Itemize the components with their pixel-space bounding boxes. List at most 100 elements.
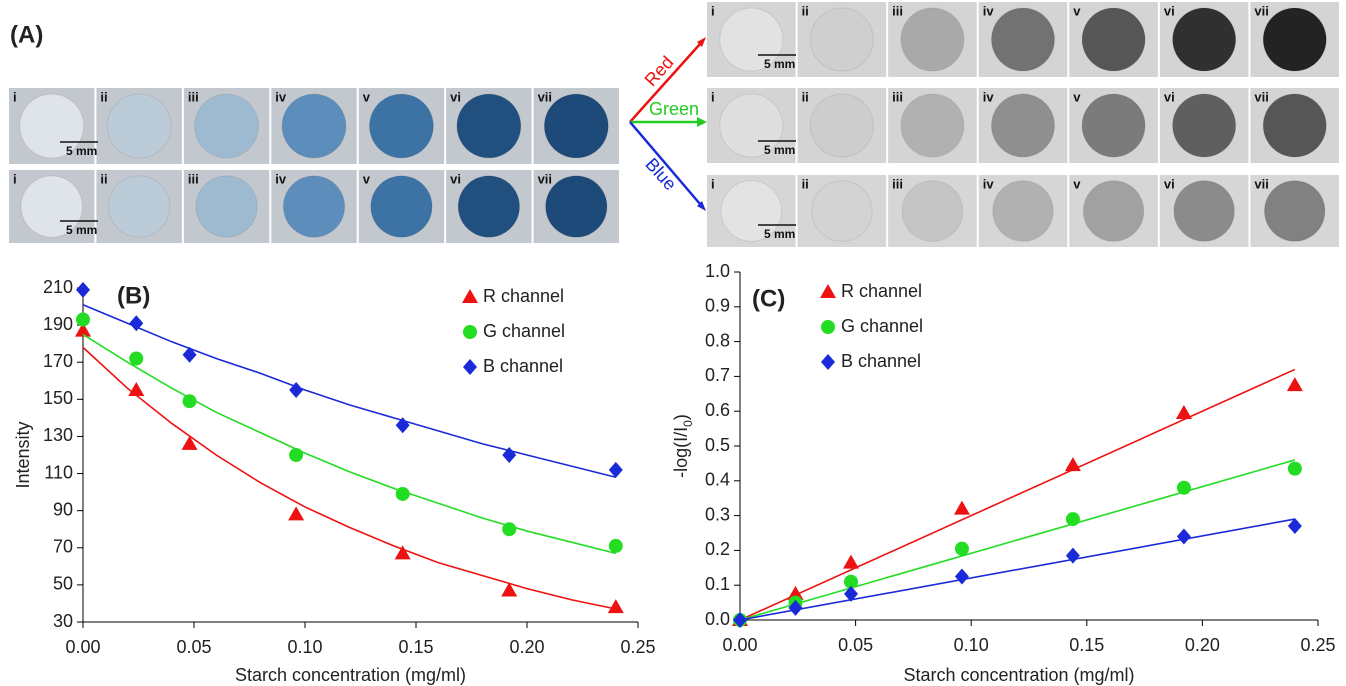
fit-line	[83, 347, 616, 609]
marker	[128, 382, 144, 396]
legend-marker	[463, 359, 477, 375]
x-tick-label: 0.00	[722, 635, 757, 655]
tile-label: vi	[450, 171, 461, 186]
y-tick-label: 70	[53, 537, 73, 557]
droplet	[810, 8, 873, 71]
marker	[1065, 457, 1081, 471]
x-tick-label: 0.05	[838, 635, 873, 655]
legend-label: B channel	[483, 356, 563, 376]
tile-label: ii	[100, 171, 107, 186]
marker	[129, 352, 143, 366]
tile-label: iv	[275, 89, 287, 104]
y-axis-label-part: -log(I/I	[671, 427, 691, 478]
x-tick-label: 0.15	[398, 637, 433, 657]
y-tick-label: 0.3	[705, 504, 730, 524]
fit-line	[740, 460, 1295, 620]
tile-label: vii	[1254, 3, 1268, 18]
droplet	[196, 176, 257, 237]
y-tick-label: 0.0	[705, 609, 730, 629]
x-tick-label: 0.05	[176, 637, 211, 657]
marker	[288, 506, 304, 520]
marker	[1177, 528, 1191, 544]
tile-label: ii	[100, 89, 107, 104]
x-tick-label: 0.25	[620, 637, 655, 657]
y-tick-label: 0.7	[705, 365, 730, 385]
tile-label: i	[13, 89, 17, 104]
legend-marker	[821, 354, 835, 370]
tile-label: v	[363, 89, 371, 104]
tile-label: i	[711, 3, 715, 18]
droplet	[901, 8, 964, 71]
y-tick-label: 0.8	[705, 330, 730, 350]
marker	[502, 522, 516, 536]
tile-label: ii	[802, 176, 809, 191]
y-tick-label: 1.0	[705, 261, 730, 281]
marker	[1066, 548, 1080, 564]
marker	[289, 448, 303, 462]
scale-bar-label: 5 mm	[764, 143, 795, 157]
tile-label: v	[1073, 3, 1081, 18]
droplet	[1082, 8, 1145, 71]
droplet	[371, 176, 432, 237]
legend-marker	[463, 325, 477, 339]
marker	[843, 555, 859, 569]
panel-label: (A)	[10, 21, 43, 48]
marker	[183, 394, 197, 408]
tile-label: vi	[1164, 89, 1175, 104]
legend-marker	[820, 284, 836, 298]
marker	[955, 542, 969, 556]
tile-label: vi	[1164, 3, 1175, 18]
droplet	[1082, 94, 1145, 157]
x-tick-label: 0.25	[1300, 635, 1335, 655]
marker	[955, 569, 969, 585]
x-tick-label: 0.15	[1069, 635, 1104, 655]
droplet	[810, 94, 873, 157]
tile-label: i	[711, 176, 715, 191]
droplet	[546, 176, 607, 237]
droplet	[901, 94, 964, 157]
scale-bar-label: 5 mm	[764, 227, 795, 241]
fit-line	[740, 519, 1295, 620]
droplet	[458, 176, 519, 237]
droplet	[1173, 94, 1236, 157]
droplet	[812, 181, 872, 241]
droplet	[992, 94, 1055, 157]
tile-label: iii	[188, 89, 199, 104]
scale-bar-label: 5 mm	[66, 223, 97, 237]
x-tick-label: 0.10	[287, 637, 322, 657]
droplet	[1263, 94, 1326, 157]
marker	[183, 347, 197, 363]
legend-label: G channel	[841, 316, 923, 336]
channel-label: Red	[641, 52, 678, 90]
droplet	[1264, 181, 1324, 241]
marker	[954, 501, 970, 515]
scale-bar-label: 5 mm	[66, 144, 97, 158]
legend-label: R channel	[841, 281, 922, 301]
y-tick-label: 90	[53, 499, 73, 519]
droplet	[195, 94, 259, 158]
marker	[76, 282, 90, 298]
tile-label: iii	[892, 89, 903, 104]
marker	[1287, 377, 1303, 391]
tile-label: vii	[1254, 176, 1268, 191]
tile-label: iv	[983, 89, 995, 104]
droplet	[108, 176, 169, 237]
marker	[609, 539, 623, 553]
x-tick-label: 0.20	[1185, 635, 1220, 655]
scale-bar-label: 5 mm	[764, 57, 795, 71]
y-axis-label-part: )	[671, 414, 691, 420]
tile-label: vii	[538, 171, 552, 186]
figure: (A) Red Green Blue iiiiiiivvvivii5 mmiii…	[0, 0, 1346, 686]
y-axis-label: -log(I/I0)	[671, 414, 695, 478]
marker	[1288, 462, 1302, 476]
tile-label: v	[1073, 89, 1081, 104]
y-tick-label: 0.9	[705, 296, 730, 316]
droplet	[1174, 181, 1234, 241]
tile-label: iii	[188, 171, 199, 186]
marker	[1177, 481, 1191, 495]
x-axis-label: Starch concentration (mg/ml)	[235, 665, 466, 685]
y-tick-label: 0.6	[705, 400, 730, 420]
channel-label: Blue	[641, 154, 680, 194]
x-tick-label: 0.00	[65, 637, 100, 657]
fit-line	[740, 369, 1295, 620]
